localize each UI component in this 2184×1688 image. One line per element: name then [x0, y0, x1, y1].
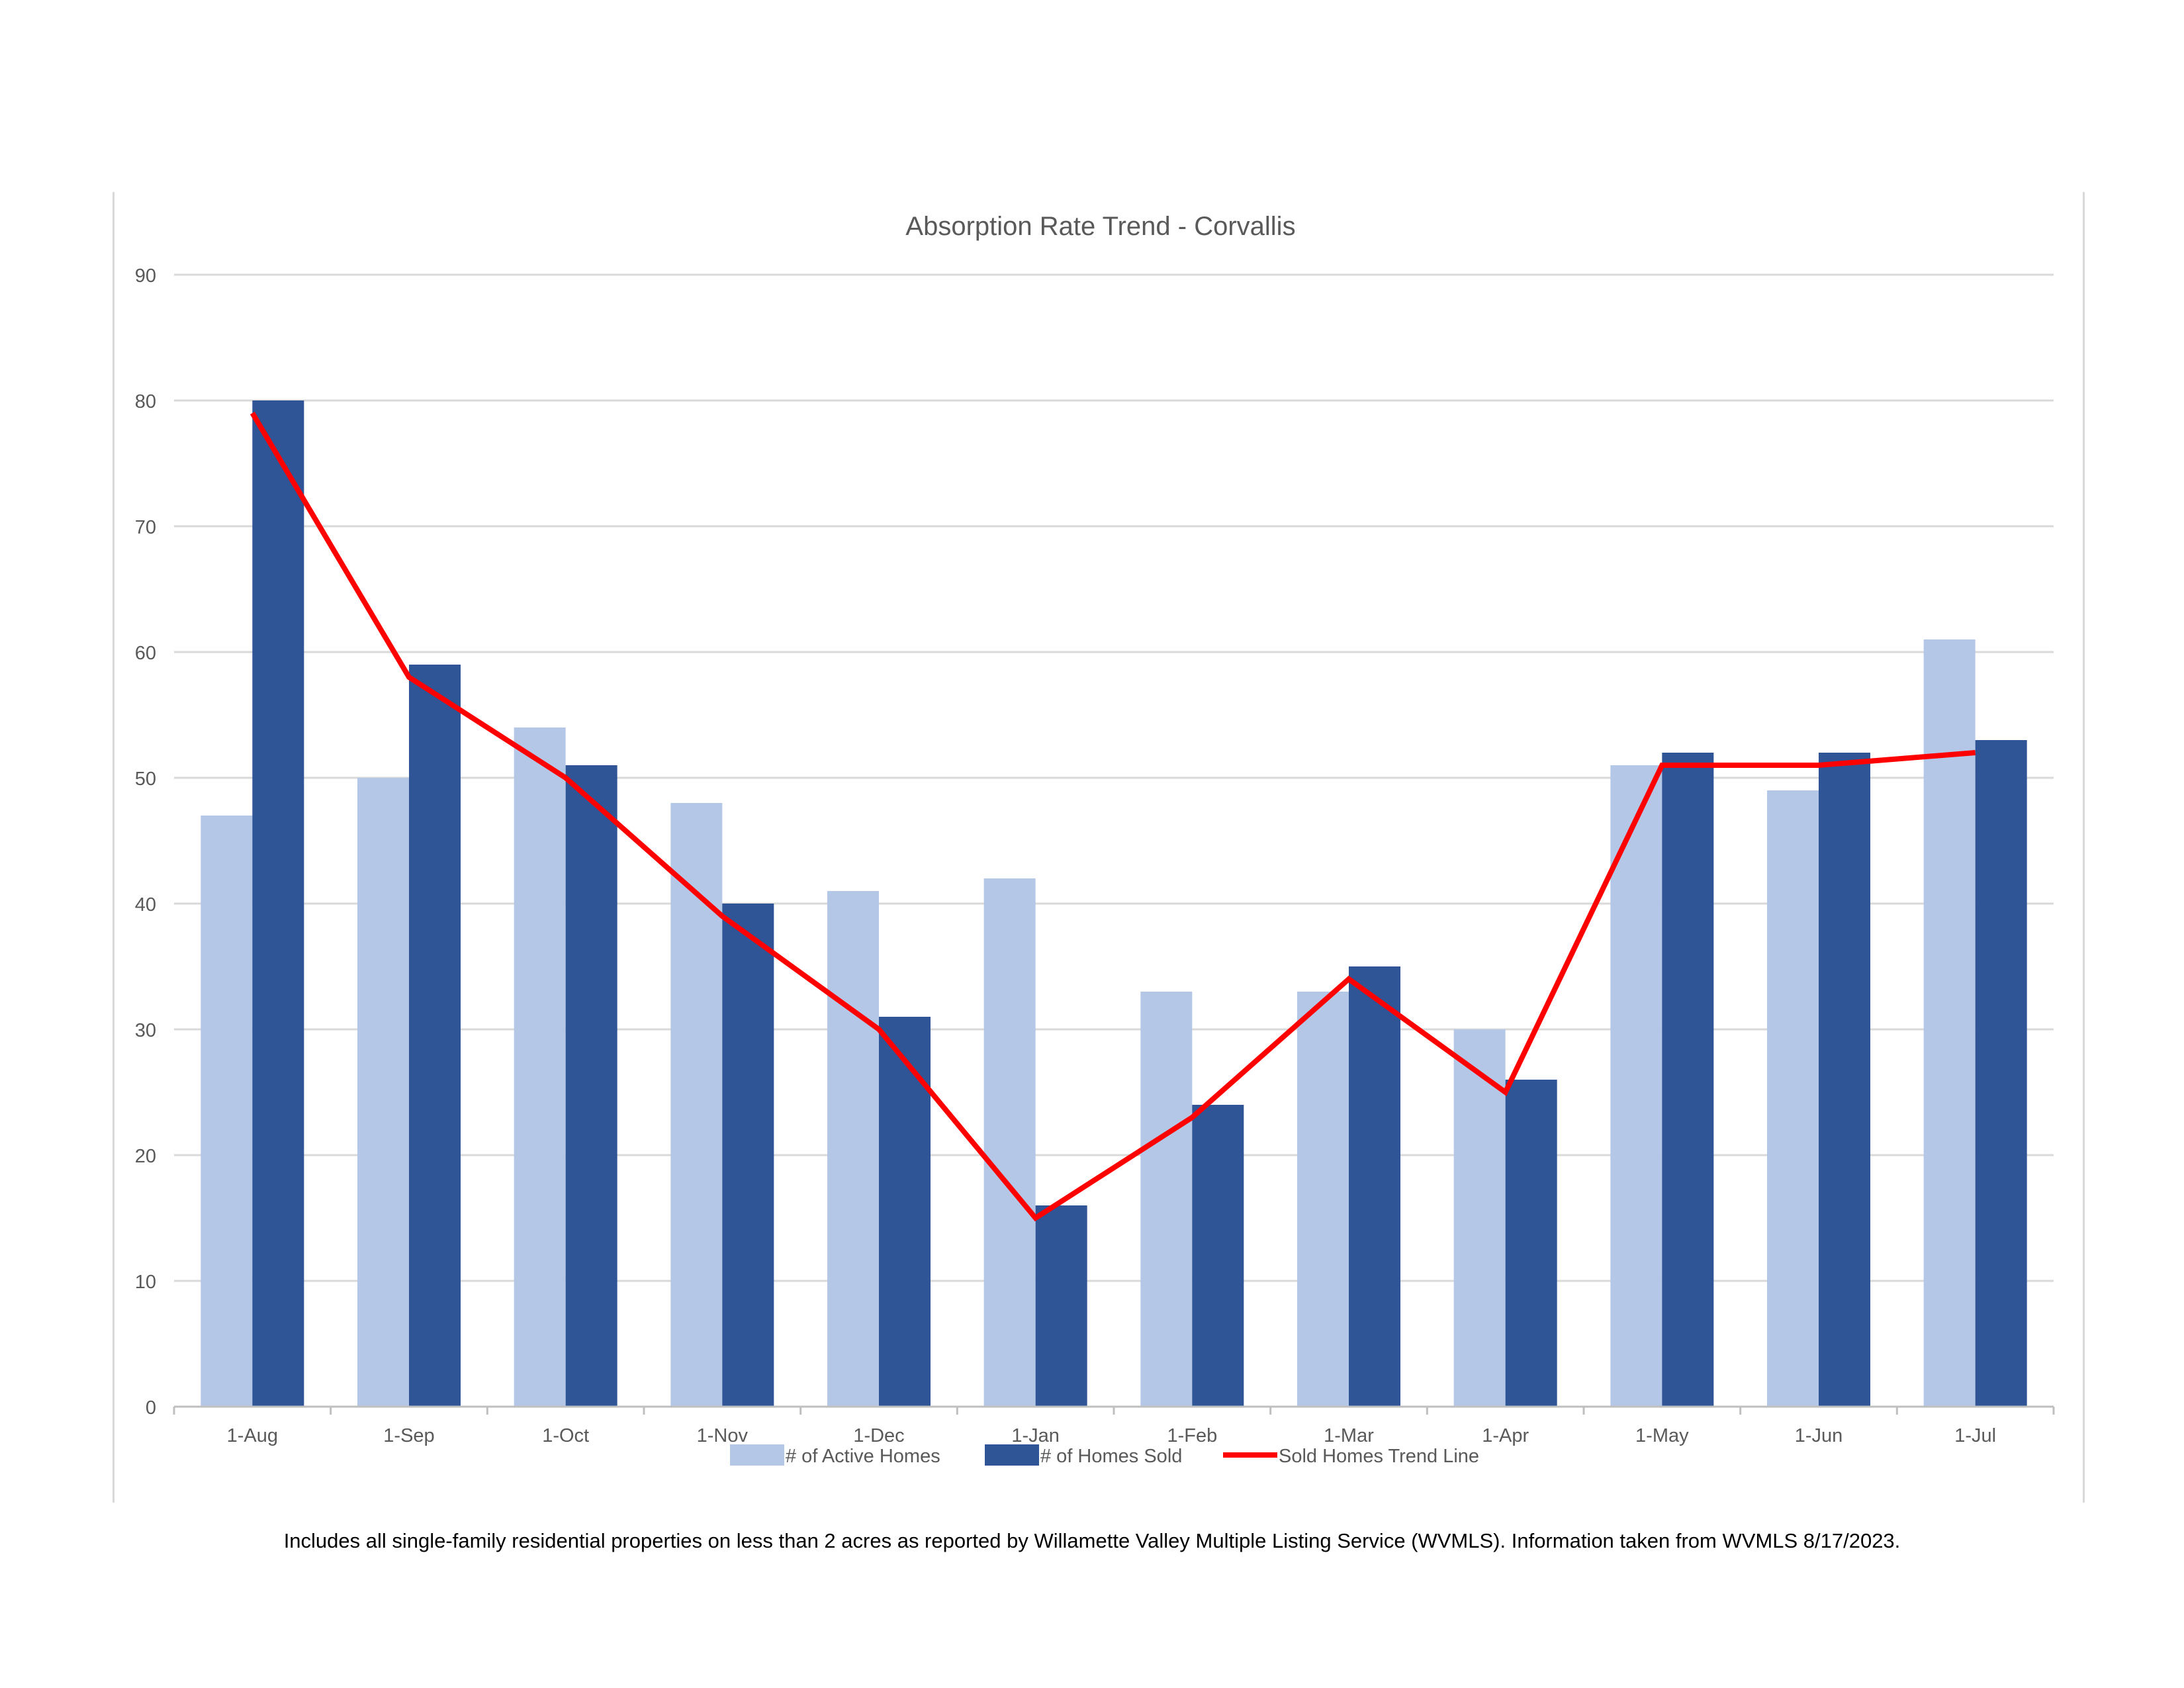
x-tick-label: 1-Feb	[1167, 1425, 1217, 1446]
legend-label: Sold Homes Trend Line	[1279, 1446, 1479, 1467]
x-tick-label: 1-Jan	[1011, 1425, 1060, 1446]
x-tick-label: 1-Nov	[697, 1425, 749, 1446]
y-tick-label: 90	[135, 265, 156, 287]
x-tick-label: 1-Apr	[1482, 1425, 1529, 1446]
bar-homes-sold	[1505, 1080, 1557, 1407]
bar-homes-sold	[565, 765, 617, 1407]
trend-line-layer	[250, 411, 1976, 1222]
y-tick-label: 70	[135, 517, 156, 538]
bar-homes-sold	[1192, 1105, 1244, 1407]
x-tick-label: 1-Aug	[227, 1425, 278, 1446]
x-tick-label: 1-Jul	[1954, 1425, 1996, 1446]
x-tick-label: 1-Jun	[1795, 1425, 1843, 1446]
y-tick-label: 60	[135, 643, 156, 664]
legend-swatch	[730, 1444, 784, 1466]
bar-homes-sold	[1975, 740, 2027, 1407]
x-tick-label: 1-Sep	[383, 1425, 434, 1446]
y-tick-label: 80	[135, 391, 156, 412]
bar-active-homes	[1767, 790, 1819, 1407]
bar-active-homes	[1453, 1029, 1506, 1407]
y-tick-label: 40	[135, 894, 156, 915]
legend-label: # of Homes Sold	[1040, 1446, 1182, 1467]
y-tick-label: 20	[135, 1146, 156, 1167]
y-tick-label: 0	[146, 1397, 156, 1419]
bar-active-homes	[1297, 992, 1349, 1407]
bar-homes-sold	[1035, 1205, 1087, 1407]
bar-active-homes	[1923, 639, 1976, 1407]
x-tick-label: 1-Oct	[542, 1425, 589, 1446]
bar-active-homes	[1140, 992, 1193, 1407]
trend-line	[250, 411, 1976, 1222]
bar-homes-sold	[879, 1017, 931, 1407]
y-tick-label: 50	[135, 769, 156, 790]
footnote: Includes all single-family residential p…	[283, 1529, 1901, 1552]
bar-active-homes	[670, 803, 723, 1407]
bar-active-homes	[201, 816, 253, 1407]
x-tick-label: 1-Dec	[853, 1425, 904, 1446]
legend: # of Active Homes # of Homes Sold Sold Hom…	[730, 1444, 1479, 1467]
bar-homes-sold	[409, 665, 461, 1407]
chart-svg: Absorption Rate Trend - Corvallis 0 10 20 3…	[135, 212, 2055, 1467]
gridlines	[174, 273, 2054, 1282]
bar-active-homes	[357, 778, 409, 1407]
bar-active-homes	[827, 891, 879, 1407]
x-tick-label: 1-Mar	[1324, 1425, 1374, 1446]
bar-active-homes	[514, 727, 566, 1407]
bar-homes-sold	[1819, 753, 1870, 1407]
y-tick-label: 30	[135, 1020, 156, 1041]
bar-homes-sold	[722, 904, 774, 1407]
bar-homes-sold	[1662, 753, 1714, 1407]
x-tick-label: 1-May	[1635, 1425, 1689, 1446]
bar-active-homes	[1610, 765, 1662, 1407]
legend-swatch	[985, 1444, 1039, 1466]
bars	[201, 400, 2027, 1407]
y-tick-label: 10	[135, 1272, 156, 1293]
legend-label: # of Active Homes	[786, 1446, 940, 1467]
x-axis: 1-Aug 1-Sep 1-Oct 1-Nov 1-Dec 1-Jan 1-Feb 1-Mar…	[173, 1405, 2055, 1446]
bar-homes-sold	[252, 400, 304, 1407]
bar-active-homes	[983, 878, 1036, 1407]
bar-homes-sold	[1349, 966, 1400, 1407]
y-axis-ticks: 0 10 20 30 40 50 60 70 80 90	[135, 265, 156, 1419]
chart-title: Absorption Rate Trend - Corvallis	[905, 212, 1295, 241]
chart-frame: Absorption Rate Trend - Corvallis 0 10 20 3…	[113, 192, 2085, 1503]
